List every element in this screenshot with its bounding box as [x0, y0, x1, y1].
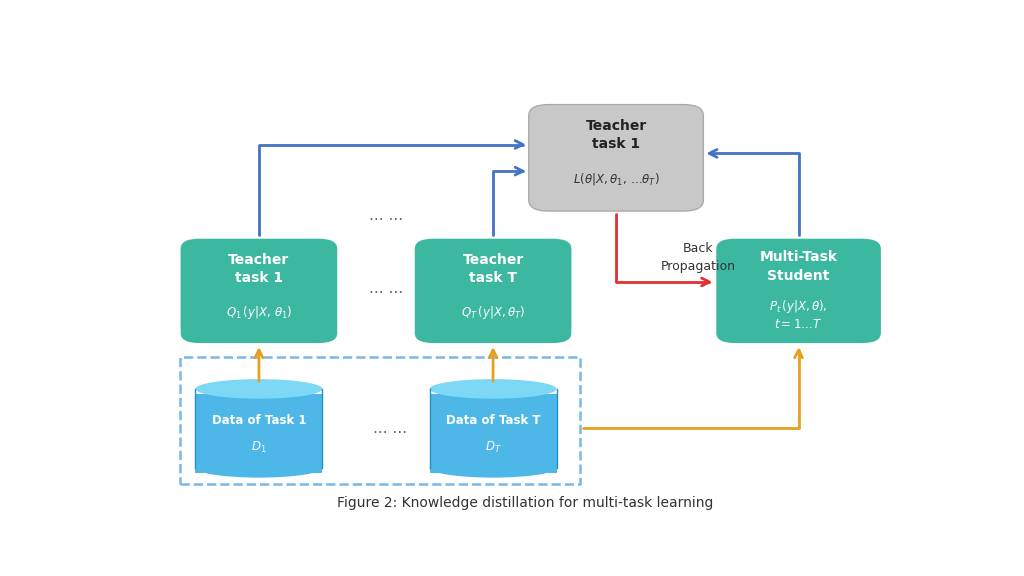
- Text: $D_1$: $D_1$: [251, 439, 266, 454]
- Text: Teacher
task 1: Teacher task 1: [586, 119, 647, 151]
- Ellipse shape: [196, 458, 323, 478]
- FancyBboxPatch shape: [430, 394, 557, 473]
- Ellipse shape: [430, 458, 557, 478]
- Text: Teacher
task 1: Teacher task 1: [228, 252, 290, 285]
- Text: Teacher
task T: Teacher task T: [463, 252, 523, 285]
- FancyBboxPatch shape: [715, 238, 882, 344]
- FancyBboxPatch shape: [179, 238, 338, 344]
- Ellipse shape: [430, 379, 557, 399]
- Text: ... ...: ... ...: [369, 208, 403, 223]
- FancyBboxPatch shape: [196, 394, 323, 473]
- Text: $Q_T\,(y|X,\theta_T)$: $Q_T\,(y|X,\theta_T)$: [461, 304, 525, 321]
- Text: Data of Task 1: Data of Task 1: [212, 414, 306, 427]
- Text: ... ...: ... ...: [373, 421, 407, 436]
- Text: ... ...: ... ...: [369, 281, 403, 296]
- Text: Multi-Task
Student: Multi-Task Student: [760, 251, 838, 283]
- Text: $L(\theta|X,\theta_1,\,\ldots\theta_T)$: $L(\theta|X,\theta_1,\,\ldots\theta_T)$: [572, 171, 659, 187]
- Text: Data of Task T: Data of Task T: [445, 414, 541, 427]
- Ellipse shape: [196, 379, 323, 399]
- Text: Figure 2: Knowledge distillation for multi-task learning: Figure 2: Knowledge distillation for mul…: [337, 497, 713, 510]
- FancyBboxPatch shape: [528, 105, 703, 211]
- Text: $D_T$: $D_T$: [484, 439, 502, 454]
- Text: Back
Propagation: Back Propagation: [660, 242, 735, 273]
- Text: $Q_1\,(y|X,\,\theta_1)$: $Q_1\,(y|X,\,\theta_1)$: [225, 304, 292, 321]
- Text: $t=1\ldots T$: $t=1\ldots T$: [774, 317, 822, 331]
- FancyBboxPatch shape: [414, 238, 572, 344]
- Text: $P_t\,(y|X,\theta),$: $P_t\,(y|X,\theta),$: [769, 298, 827, 315]
